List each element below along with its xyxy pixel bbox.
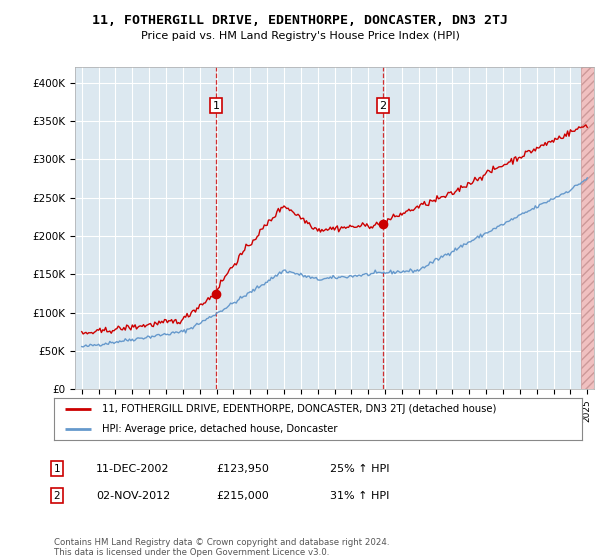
Text: 2: 2 bbox=[53, 491, 61, 501]
Text: Contains HM Land Registry data © Crown copyright and database right 2024.
This d: Contains HM Land Registry data © Crown c… bbox=[54, 538, 389, 557]
Text: 11-DEC-2002: 11-DEC-2002 bbox=[96, 464, 170, 474]
Text: 02-NOV-2012: 02-NOV-2012 bbox=[96, 491, 170, 501]
Text: HPI: Average price, detached house, Doncaster: HPI: Average price, detached house, Donc… bbox=[101, 424, 337, 434]
Bar bbox=[581, 67, 594, 389]
Text: 1: 1 bbox=[212, 101, 220, 110]
Text: 11, FOTHERGILL DRIVE, EDENTHORPE, DONCASTER, DN3 2TJ: 11, FOTHERGILL DRIVE, EDENTHORPE, DONCAS… bbox=[92, 14, 508, 27]
Text: Price paid vs. HM Land Registry's House Price Index (HPI): Price paid vs. HM Land Registry's House … bbox=[140, 31, 460, 41]
Text: 11, FOTHERGILL DRIVE, EDENTHORPE, DONCASTER, DN3 2TJ (detached house): 11, FOTHERGILL DRIVE, EDENTHORPE, DONCAS… bbox=[101, 404, 496, 414]
Text: 31% ↑ HPI: 31% ↑ HPI bbox=[330, 491, 389, 501]
Text: 25% ↑ HPI: 25% ↑ HPI bbox=[330, 464, 389, 474]
Text: 2: 2 bbox=[379, 101, 386, 110]
Text: 1: 1 bbox=[53, 464, 61, 474]
Text: £123,950: £123,950 bbox=[216, 464, 269, 474]
Text: £215,000: £215,000 bbox=[216, 491, 269, 501]
